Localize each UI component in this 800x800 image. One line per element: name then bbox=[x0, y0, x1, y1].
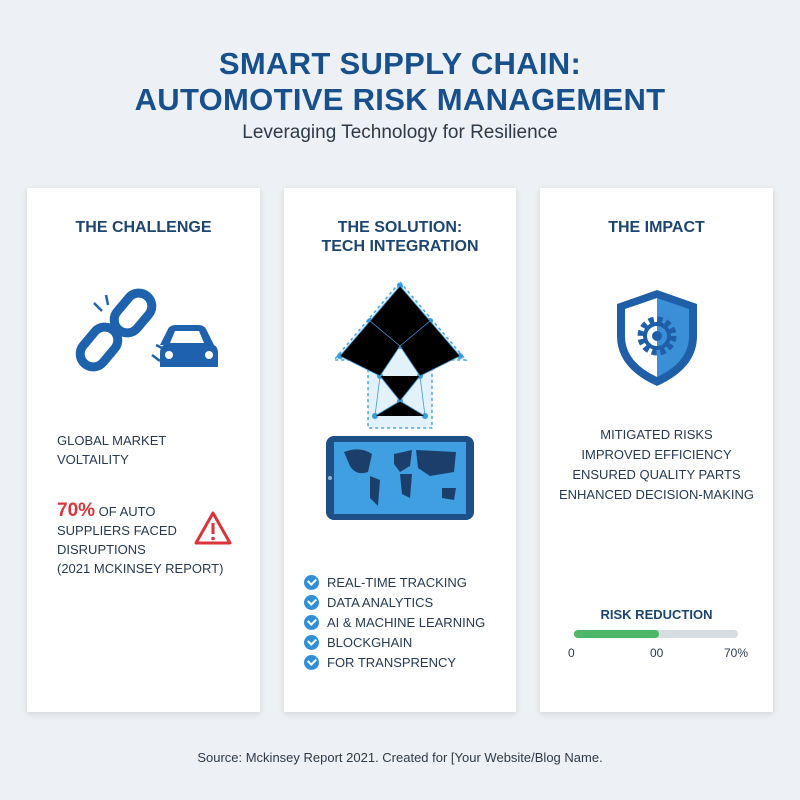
solution-card: THE SOLUTION: TECH INTEGRATION REAL-TIME … bbox=[284, 188, 516, 712]
solution-list: REAL-TIME TRACKING DATA ANALYTICS AI & M… bbox=[304, 572, 485, 672]
check-icon bbox=[304, 594, 319, 610]
list-item: DATA ANALYTICS bbox=[304, 592, 485, 612]
risk-reduction-label: RISK REDUCTION bbox=[600, 607, 713, 622]
challenge-card: THE CHALLENGE GLOBAL MARKET VOLTAILITY 70… bbox=[27, 188, 260, 712]
tick-start: 0 bbox=[568, 646, 575, 660]
list-item: AI & MACHINE LEARNING bbox=[304, 612, 485, 632]
page-subtitle: Leveraging Technology for Resilience bbox=[242, 122, 558, 143]
check-icon bbox=[304, 614, 319, 630]
list-item: MITIGATED RISKS bbox=[600, 427, 713, 442]
list-item: FOR TRANSPRENCY bbox=[304, 652, 485, 672]
footer-source: Source: Mckinsey Report 2021. Created fo… bbox=[197, 750, 603, 765]
page-title: SMART SUPPLY CHAIN: AUTOMOTIVE RISK MANAG… bbox=[134, 46, 666, 117]
list-item: ENHANCED DECISION-MAKING bbox=[558, 487, 755, 502]
broken-chain-car-icon bbox=[75, 288, 218, 372]
check-icon bbox=[304, 654, 319, 670]
impact-heading: THE IMPACT bbox=[608, 219, 705, 236]
tick-mid: 00 bbox=[650, 646, 664, 660]
disruption-stat: 70% OF AUTO SUPPLIERS FACED DISRUPTIONS … bbox=[57, 500, 224, 576]
market-volatility-text: GLOBAL MARKET VOLTAILITY bbox=[57, 433, 167, 467]
risk-reduction-meter bbox=[574, 630, 738, 638]
warning-icon bbox=[194, 511, 232, 545]
solution-heading: THE SOLUTION: TECH INTEGRATION bbox=[321, 219, 479, 255]
check-icon bbox=[304, 574, 319, 590]
challenge-heading: THE CHALLENGE bbox=[75, 219, 212, 236]
network-arrow-tablet-map-icon bbox=[326, 280, 474, 520]
stat-value: 70% bbox=[57, 500, 96, 521]
list-item: IMPROVED EFFICIENCY bbox=[581, 447, 732, 462]
tick-end: 70% bbox=[724, 646, 749, 660]
list-item: ENSURED QUALITY PARTS bbox=[572, 467, 741, 482]
list-item: REAL-TIME TRACKING bbox=[304, 572, 485, 592]
risk-reduction-fill bbox=[574, 630, 660, 638]
shield-gear-icon bbox=[617, 290, 697, 386]
list-item: BLOCKGHAIN bbox=[304, 632, 485, 652]
impact-card: THE IMPACT MITIGATED RISKS IMPROVED EFFI… bbox=[540, 188, 773, 712]
check-icon bbox=[304, 634, 319, 650]
impact-list: MITIGATED RISKS IMPROVED EFFICIENCY ENSU… bbox=[540, 425, 773, 505]
